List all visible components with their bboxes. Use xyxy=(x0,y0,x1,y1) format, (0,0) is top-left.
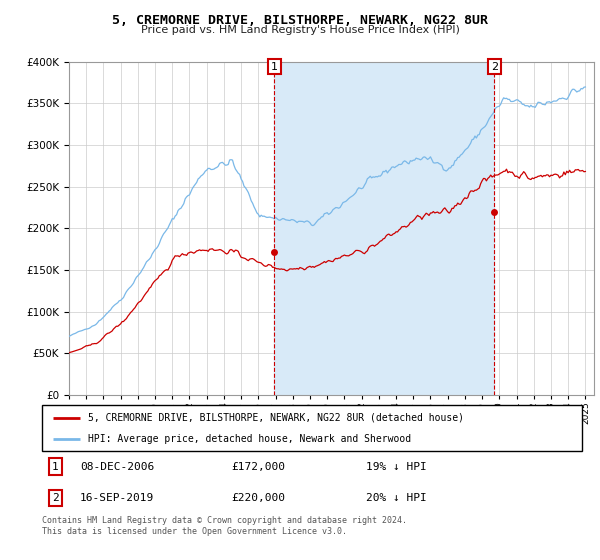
Text: 2: 2 xyxy=(491,62,498,72)
Text: 1: 1 xyxy=(52,461,59,472)
Text: 19% ↓ HPI: 19% ↓ HPI xyxy=(366,461,427,472)
Text: Price paid vs. HM Land Registry's House Price Index (HPI): Price paid vs. HM Land Registry's House … xyxy=(140,25,460,35)
Text: 20% ↓ HPI: 20% ↓ HPI xyxy=(366,493,427,503)
Text: £172,000: £172,000 xyxy=(231,461,285,472)
Text: HPI: Average price, detached house, Newark and Sherwood: HPI: Average price, detached house, Newa… xyxy=(88,435,411,444)
Text: Contains HM Land Registry data © Crown copyright and database right 2024.
This d: Contains HM Land Registry data © Crown c… xyxy=(42,516,407,536)
Text: 5, CREMORNE DRIVE, BILSTHORPE, NEWARK, NG22 8UR: 5, CREMORNE DRIVE, BILSTHORPE, NEWARK, N… xyxy=(112,14,488,27)
Text: 1: 1 xyxy=(271,62,278,72)
FancyBboxPatch shape xyxy=(42,405,582,451)
Text: 16-SEP-2019: 16-SEP-2019 xyxy=(80,493,154,503)
Text: 5, CREMORNE DRIVE, BILSTHORPE, NEWARK, NG22 8UR (detached house): 5, CREMORNE DRIVE, BILSTHORPE, NEWARK, N… xyxy=(88,413,464,423)
Text: 08-DEC-2006: 08-DEC-2006 xyxy=(80,461,154,472)
Bar xyxy=(274,62,494,395)
Text: £220,000: £220,000 xyxy=(231,493,285,503)
Text: 2: 2 xyxy=(52,493,59,503)
